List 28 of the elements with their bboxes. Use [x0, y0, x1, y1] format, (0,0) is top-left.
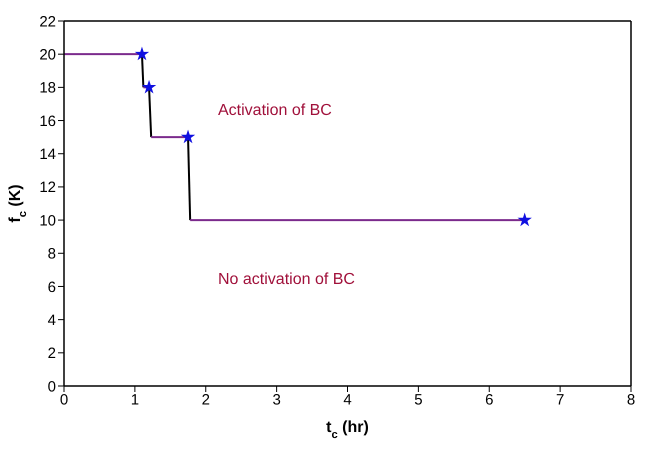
y-tick-label: 16 — [39, 112, 56, 130]
y-tick-label: 6 — [48, 278, 56, 296]
x-tick-label: 6 — [485, 392, 494, 409]
point — [180, 130, 196, 144]
annotation: No activation of BC — [218, 271, 355, 288]
x-tick-label: 8 — [626, 392, 636, 409]
point — [142, 80, 156, 94]
y-tick-label: 20 — [39, 46, 56, 64]
x-tick-label: 5 — [414, 392, 423, 409]
x-tick-label: 3 — [272, 392, 281, 409]
y-tick-label: 14 — [39, 146, 56, 164]
y-tick-label: 4 — [48, 312, 56, 329]
annotation: Activation of BC — [218, 102, 332, 119]
y-tick-label: 0 — [48, 378, 56, 396]
x-tick-label: 2 — [202, 392, 210, 409]
x-tick-label: 1 — [130, 392, 140, 409]
y-tick-label: 18 — [39, 80, 56, 97]
y-tick-label: 22 — [39, 13, 56, 30]
x-tick-label: 7 — [556, 392, 564, 409]
point — [134, 46, 150, 60]
x-axis-title: t$_{c}$ (hr) — [326, 419, 369, 441]
y-tick-label: 2 — [48, 345, 56, 362]
point — [518, 212, 532, 226]
y-tick-label: 10 — [39, 212, 56, 230]
x-tick-label: 0 — [60, 392, 68, 409]
x-tick-label: 4 — [343, 392, 352, 409]
y-tick-label: 12 — [39, 179, 56, 196]
y-tick-label: 8 — [48, 246, 56, 263]
